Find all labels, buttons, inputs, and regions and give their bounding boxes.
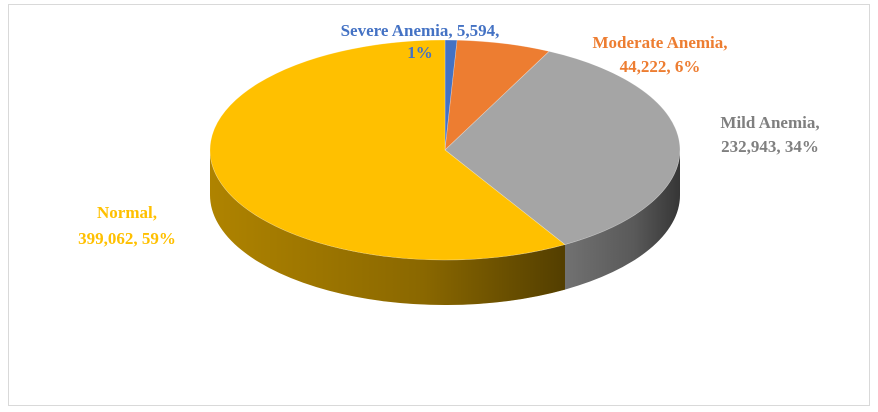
data-label: Moderate Anemia, 44,222, 6%: [592, 33, 727, 76]
data-label-line: Mild Anemia,: [720, 113, 819, 132]
slice-side-shade: [210, 150, 565, 306]
data-label-line: Normal,: [97, 203, 157, 222]
slice: [209, 39, 566, 261]
slice: [444, 51, 681, 245]
slice: [444, 39, 550, 151]
data-label-line: 44,222, 6%: [620, 57, 701, 76]
data-label-line: 232,943, 34%: [721, 137, 819, 156]
data-label: Mild Anemia, 232,943, 34%: [720, 113, 819, 156]
data-label-line: Moderate Anemia,: [592, 33, 727, 52]
slice-side-shade: [564, 150, 680, 290]
slice: [444, 39, 458, 151]
data-label-line: 399,062, 59%: [78, 229, 176, 248]
data-label: Normal, 399,062, 59%: [78, 203, 176, 248]
data-label-line: 1%: [407, 43, 433, 62]
data-label-line: Severe Anemia, 5,594,: [341, 21, 500, 40]
data-label: Severe Anemia, 5,594, 1%: [341, 21, 500, 62]
